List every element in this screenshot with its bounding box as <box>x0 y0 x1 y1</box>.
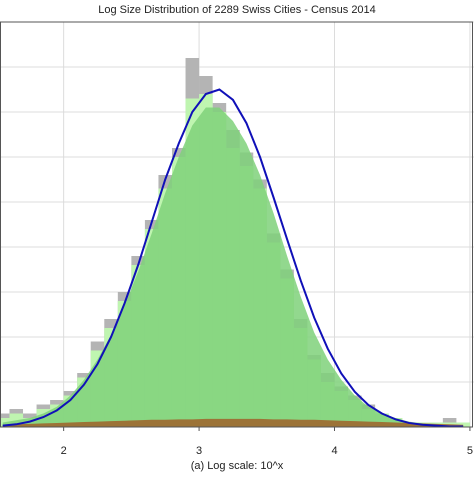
area <box>2 107 464 427</box>
plot-frame <box>0 21 473 428</box>
x-tick-label: 4 <box>331 445 337 457</box>
x-tick-label: 2 <box>61 445 67 457</box>
x-axis-label: (a) Log scale: 10^x <box>191 460 284 472</box>
area <box>2 418 464 427</box>
chart-title: Log Size Distribution of 2289 Swiss Citi… <box>98 4 376 16</box>
line <box>2 88 464 428</box>
x-tick-label: 3 <box>196 445 202 457</box>
x-tick-label: 5 <box>467 445 473 457</box>
